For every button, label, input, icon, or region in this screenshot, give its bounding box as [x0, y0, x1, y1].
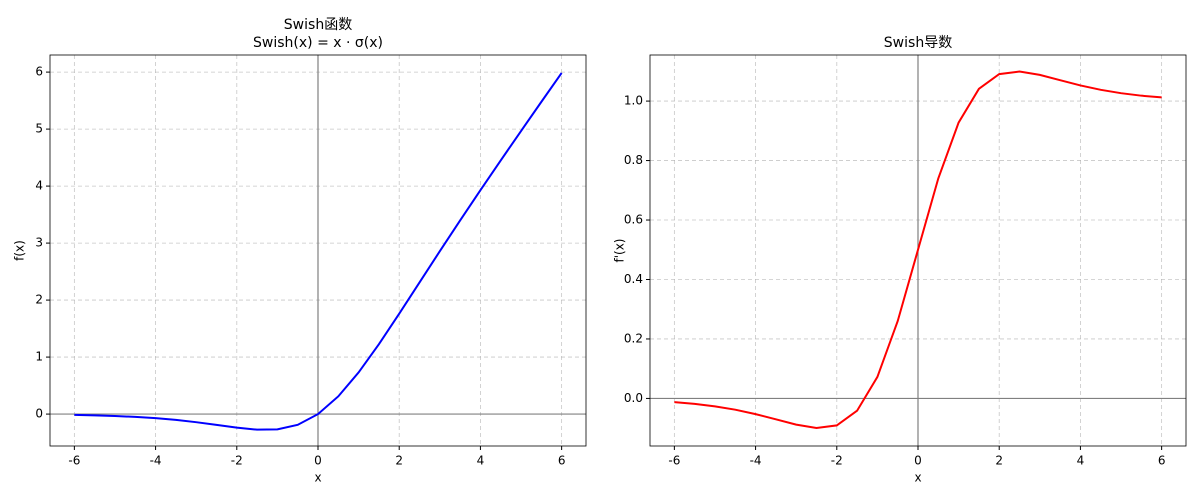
y-tick-label: 1: [35, 350, 43, 364]
axes-frame: [49, 54, 587, 447]
chart-title: Swish函数: [284, 17, 352, 33]
chart-title: Swish导数: [884, 35, 952, 51]
y-axis-label: f'(x): [613, 239, 627, 263]
x-tick-label: 6: [1158, 454, 1166, 468]
x-tick-label: 4: [477, 454, 485, 468]
x-tick-label: 0: [314, 454, 322, 468]
axes-frame: [649, 54, 1187, 447]
x-tick-label: 2: [395, 454, 403, 468]
y-tick-label: 0.2: [624, 331, 643, 345]
x-tick-label: -6: [68, 454, 80, 468]
y-tick-label: 4: [35, 179, 43, 193]
y-tick-label: 0.4: [624, 272, 643, 286]
x-tick-label: -4: [750, 454, 762, 468]
x-axis-label: x: [914, 471, 921, 485]
x-tick-label: 0: [914, 454, 922, 468]
y-tick-label: 0.0: [624, 391, 643, 405]
x-tick-label: -2: [231, 454, 243, 468]
line: [674, 70, 1162, 429]
y-tick-label: 0.8: [624, 153, 643, 167]
x-tick-label: 4: [1077, 454, 1085, 468]
y-tick-label: 0: [35, 407, 43, 421]
x-tick-label: -4: [150, 454, 162, 468]
y-tick-label: 2: [35, 293, 43, 307]
y-tick-label: 1.0: [624, 94, 643, 108]
y-tick-label: 3: [35, 236, 43, 250]
x-axis-label: x: [314, 471, 321, 485]
x-tick-label: 6: [558, 454, 566, 468]
y-tick-label: 0.6: [624, 213, 643, 227]
y-tick-label: 6: [35, 65, 43, 79]
y-axis-label: f(x): [13, 240, 27, 261]
line: [74, 72, 563, 431]
x-tick-label: -2: [831, 454, 843, 468]
x-tick-label: 2: [995, 454, 1003, 468]
y-tick-label: 5: [35, 122, 43, 136]
x-tick-label: -6: [668, 454, 680, 468]
chart-title: Swish(x) = x · σ(x): [253, 35, 383, 51]
